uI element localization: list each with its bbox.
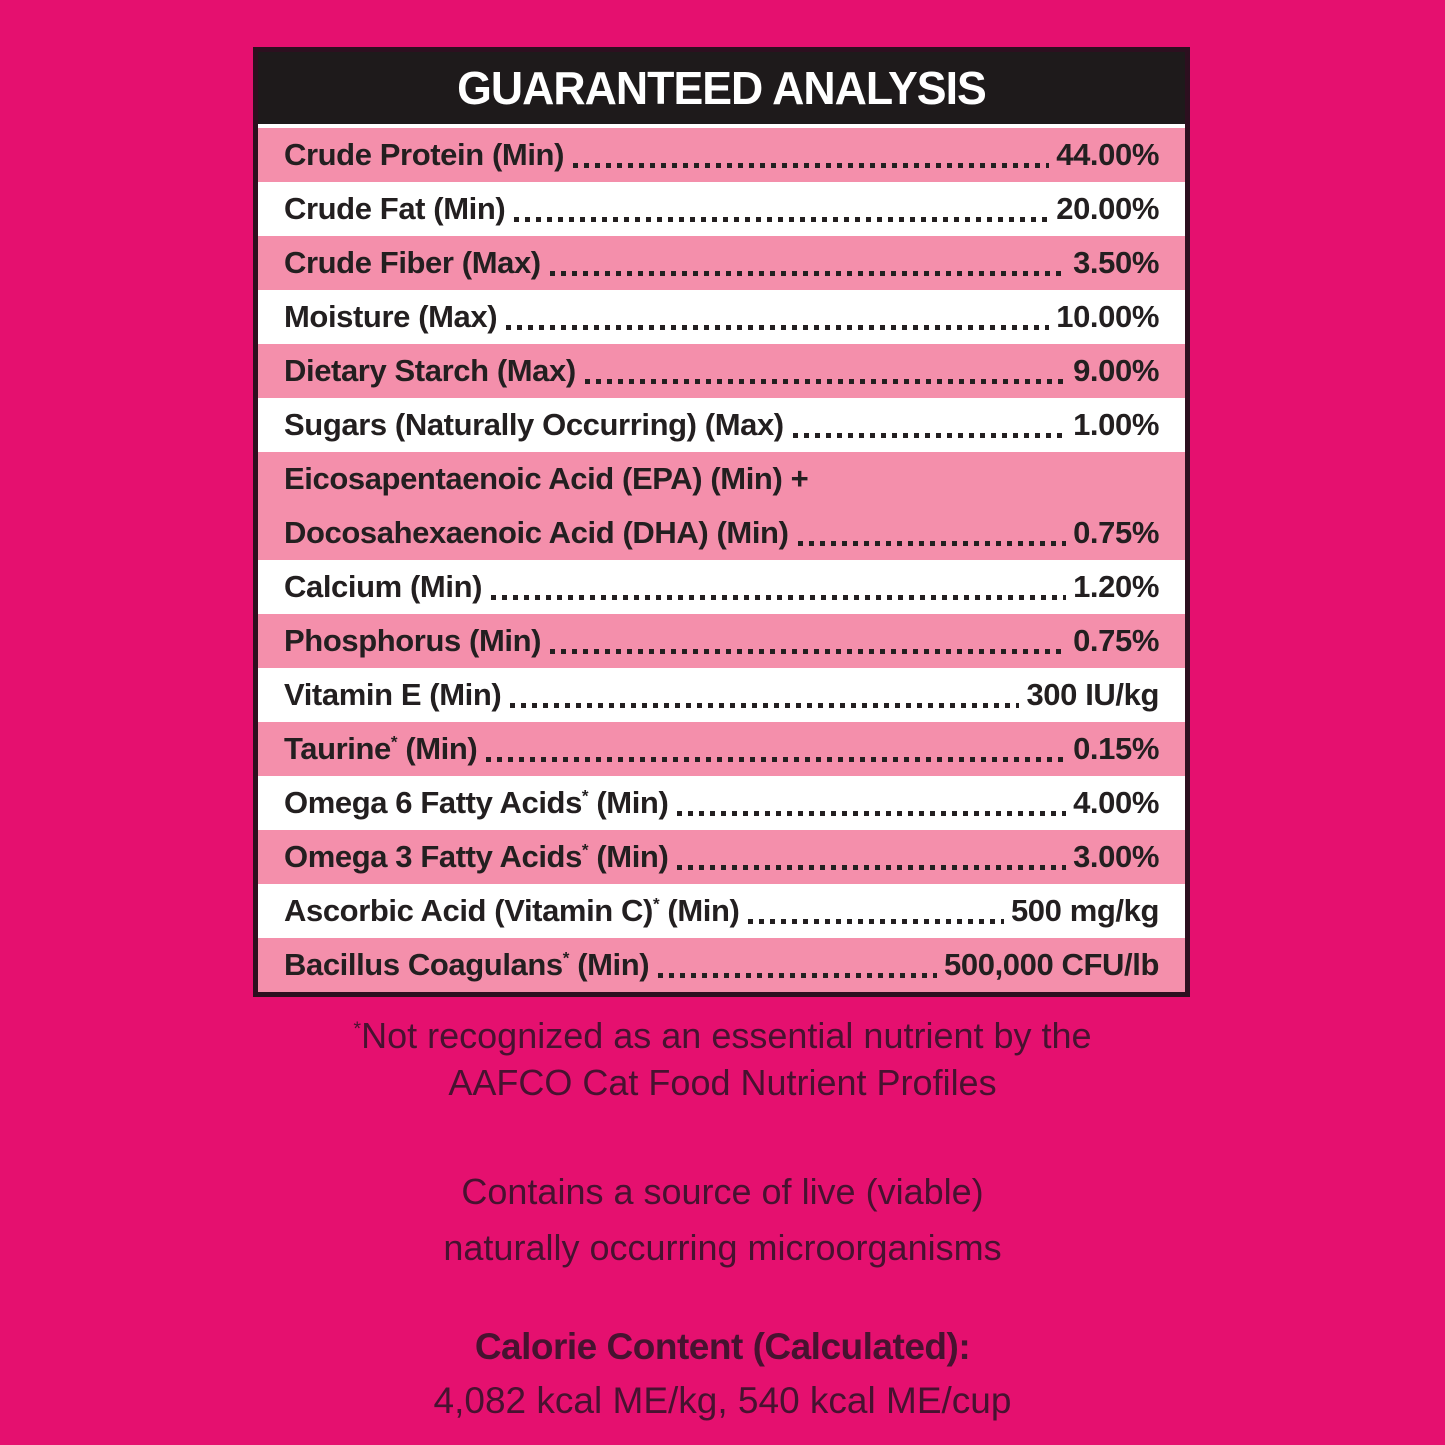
nutrient-name: Taurine* (Min) <box>284 731 478 766</box>
analysis-row: Calcium (Min) 1.20% <box>258 560 1185 614</box>
microorganisms-note: Contains a source of live (viable) natur… <box>0 1164 1445 1276</box>
nutrient-name: Omega 3 Fatty Acids* (Min) <box>284 839 669 874</box>
row-main-line: Sugars (Naturally Occurring) (Max) 1.00% <box>284 398 1159 452</box>
table-title-band: GUARANTEED ANALYSIS <box>258 52 1185 124</box>
analysis-row: Moisture (Max) 10.00% <box>258 290 1185 344</box>
nutrient-value: 20.00% <box>1056 191 1159 226</box>
row-main-line: Calcium (Min) 1.20% <box>284 560 1159 614</box>
nutrient-value: 0.75% <box>1073 623 1159 658</box>
dot-leader <box>677 811 1067 816</box>
asterisk-superscript: * <box>652 894 660 914</box>
asterisk-superscript: * <box>581 786 589 806</box>
asterisk-superscript: * <box>562 948 570 968</box>
calorie-content: Calorie Content (Calculated): 4,082 kcal… <box>0 1320 1445 1428</box>
row-main-line: Phosphorus (Min) 0.75% <box>284 614 1159 668</box>
row-main-line: Crude Fat (Min) 20.00% <box>284 182 1159 236</box>
footnote-line-1: *Not recognized as an essential nutrient… <box>353 1015 1092 1056</box>
dot-leader <box>797 541 1067 546</box>
nutrient-value: 500,000 CFU/lb <box>944 947 1159 982</box>
nutrient-value: 1.20% <box>1073 569 1159 604</box>
analysis-row: Sugars (Naturally Occurring) (Max) 1.00% <box>258 398 1185 452</box>
nutrient-value: 44.00% <box>1056 137 1159 172</box>
nutrient-value: 0.15% <box>1073 731 1159 766</box>
nutrient-name: Crude Protein (Min) <box>284 137 564 172</box>
dot-leader <box>510 703 1020 708</box>
dot-leader <box>491 595 1067 600</box>
analysis-row: Omega 6 Fatty Acids* (Min) 4.00% <box>258 776 1185 830</box>
row-main-line: Crude Protein (Min) 44.00% <box>284 128 1159 182</box>
aafco-footnote: *Not recognized as an essential nutrient… <box>0 1012 1445 1106</box>
nutrient-value: 300 IU/kg <box>1026 677 1159 712</box>
analysis-row: Ascorbic Acid (Vitamin C)* (Min) 500 mg/k… <box>258 884 1185 938</box>
asterisk-superscript: * <box>581 840 589 860</box>
nutrient-name: Ascorbic Acid (Vitamin C)* (Min) <box>284 893 740 928</box>
table-body: Crude Protein (Min) 44.00% Crude Fat (Min)… <box>258 124 1185 992</box>
analysis-row: Dietary Starch (Max) 9.00% <box>258 344 1185 398</box>
row-main-line: Bacillus Coagulans* (Min) 500,000 CFU/lb <box>284 938 1159 992</box>
asterisk-superscript: * <box>353 1018 362 1040</box>
analysis-row: Eicosapentaenoic Acid (EPA) (Min) + Docos… <box>258 452 1185 560</box>
analysis-row: Omega 3 Fatty Acids* (Min) 3.00% <box>258 830 1185 884</box>
table-title: GUARANTEED ANALYSIS <box>457 62 987 114</box>
row-main-line: Ascorbic Acid (Vitamin C)* (Min) 500 mg/k… <box>284 884 1159 938</box>
nutrient-name: Eicosapentaenoic Acid (EPA) (Min) + <box>284 461 809 496</box>
dot-leader <box>506 325 1050 330</box>
row-main-line: Docosahexaenoic Acid (DHA) (Min) 0.75% <box>284 506 1159 560</box>
analysis-row: Taurine* (Min) 0.15% <box>258 722 1185 776</box>
analysis-row: Crude Protein (Min) 44.00% <box>258 128 1185 182</box>
analysis-row: Phosphorus (Min) 0.75% <box>258 614 1185 668</box>
row-main-line: Vitamin E (Min) 300 IU/kg <box>284 668 1159 722</box>
nutrient-value: 3.50% <box>1073 245 1159 280</box>
row-main-line: Dietary Starch (Max) 9.00% <box>284 344 1159 398</box>
nutrient-value: 3.00% <box>1073 839 1159 874</box>
analysis-row: Crude Fat (Min) 20.00% <box>258 182 1185 236</box>
dot-leader <box>550 649 1067 654</box>
nutrient-name: Phosphorus (Min) <box>284 623 542 658</box>
nutrient-name: Docosahexaenoic Acid (DHA) (Min) <box>284 515 789 550</box>
asterisk-superscript: * <box>390 732 398 752</box>
guaranteed-analysis-table: GUARANTEED ANALYSIS Crude Protein (Min) 4… <box>253 47 1190 997</box>
nutrient-value: 4.00% <box>1073 785 1159 820</box>
dot-leader <box>677 865 1067 870</box>
micro-line-1: Contains a source of live (viable) <box>461 1171 984 1212</box>
row-main-line: Taurine* (Min) 0.15% <box>284 722 1159 776</box>
analysis-row: Crude Fiber (Max) 3.50% <box>258 236 1185 290</box>
dot-leader <box>514 217 1050 222</box>
dot-leader <box>584 379 1067 384</box>
nutrient-value: 1.00% <box>1073 407 1159 442</box>
calorie-values: 4,082 kcal ME/kg, 540 kcal ME/cup <box>433 1380 1012 1421</box>
nutrient-name: Bacillus Coagulans* (Min) <box>284 947 650 982</box>
dot-leader <box>486 757 1067 762</box>
nutrient-name: Calcium (Min) <box>284 569 483 604</box>
nutrient-name: Crude Fiber (Max) <box>284 245 541 280</box>
nutrient-name: Sugars (Naturally Occurring) (Max) <box>284 407 784 442</box>
nutrient-name: Omega 6 Fatty Acids* (Min) <box>284 785 669 820</box>
row-main-line: Omega 6 Fatty Acids* (Min) 4.00% <box>284 776 1159 830</box>
nutrient-name: Moisture (Max) <box>284 299 498 334</box>
dot-leader <box>658 973 938 978</box>
row-main-line: Omega 3 Fatty Acids* (Min) 3.00% <box>284 830 1159 884</box>
dot-leader <box>549 271 1067 276</box>
calorie-heading: Calorie Content (Calculated): <box>474 1326 971 1367</box>
row-main-line: Moisture (Max) 10.00% <box>284 290 1159 344</box>
micro-line-2: naturally occurring microorganisms <box>443 1227 1002 1268</box>
analysis-row: Vitamin E (Min) 300 IU/kg <box>258 668 1185 722</box>
footnote-line-2: AAFCO Cat Food Nutrient Profiles <box>448 1062 997 1103</box>
nutrient-name: Dietary Starch (Max) <box>284 353 576 388</box>
nutrient-value: 9.00% <box>1073 353 1159 388</box>
nutrient-name: Crude Fat (Min) <box>284 191 506 226</box>
row-label-line-1: Eicosapentaenoic Acid (EPA) (Min) + <box>284 452 1159 506</box>
nutrient-value: 0.75% <box>1073 515 1159 550</box>
nutrient-value: 500 mg/kg <box>1010 893 1159 928</box>
dot-leader <box>748 919 1004 924</box>
dot-leader <box>792 433 1067 438</box>
nutrient-name: Vitamin E (Min) <box>284 677 502 712</box>
analysis-row: Bacillus Coagulans* (Min) 500,000 CFU/lb <box>258 938 1185 992</box>
row-main-line: Crude Fiber (Max) 3.50% <box>284 236 1159 290</box>
nutrient-value: 10.00% <box>1056 299 1159 334</box>
dot-leader <box>573 163 1050 168</box>
